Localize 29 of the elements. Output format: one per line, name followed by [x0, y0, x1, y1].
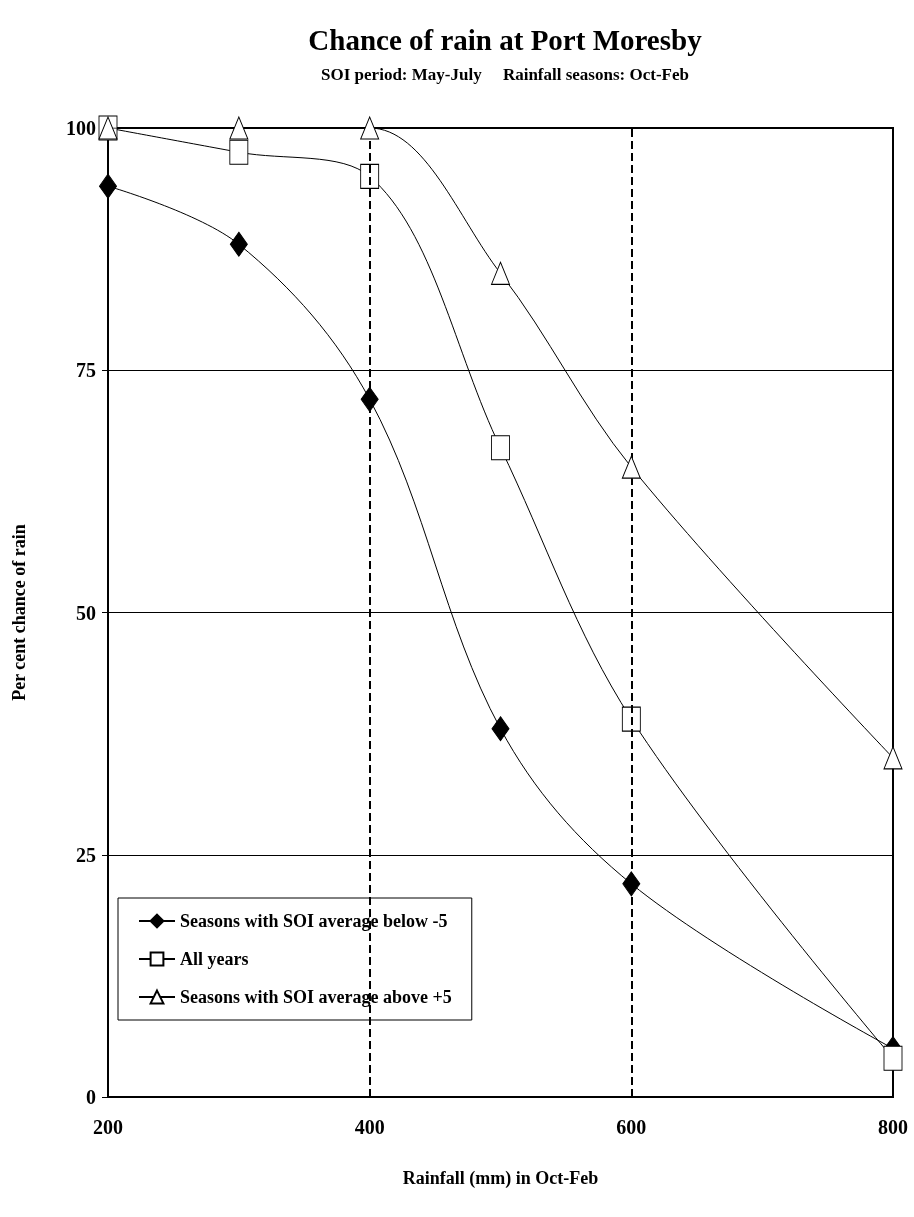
point	[229, 116, 249, 140]
x-axis-title: Rainfall (mm) in Oct-Feb	[402, 1168, 599, 1189]
point	[360, 116, 380, 140]
point	[360, 163, 380, 189]
legend-label: Seasons with SOI average above +5	[180, 987, 452, 1007]
point	[621, 455, 641, 479]
legend-label: All years	[180, 949, 249, 969]
point	[360, 386, 379, 412]
point	[229, 231, 248, 257]
point	[621, 706, 641, 732]
point	[491, 716, 510, 742]
y-tick-label: 100	[66, 117, 96, 139]
x-tick-label: 200	[93, 1116, 123, 1138]
x-tick-label: 400	[354, 1116, 385, 1138]
y-axis-title: Per cent chance of rain	[9, 524, 29, 701]
point	[491, 261, 510, 285]
y-tick-label: 0	[86, 1086, 96, 1108]
legend-label: Seasons with SOI average below -5	[180, 911, 448, 931]
x-tick-label: 600	[616, 1116, 647, 1138]
point	[883, 746, 903, 770]
y-tick-label: 25	[76, 843, 96, 866]
chart-title: Chance of rain at Port Moresby	[308, 23, 703, 56]
point	[622, 871, 641, 897]
x-tick-label: 800	[878, 1116, 908, 1138]
y-tick-label: 75	[76, 359, 96, 382]
point	[229, 139, 249, 165]
point	[883, 1045, 903, 1071]
chart-subtitle: SOI period: May-July Rainfall seasons: Oct-Feb	[321, 65, 689, 84]
y-tick-label: 50	[76, 601, 96, 624]
